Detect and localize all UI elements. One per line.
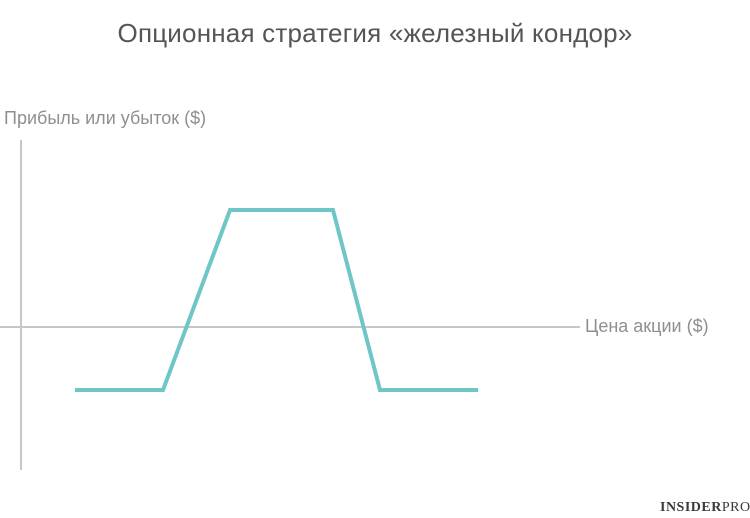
watermark-bold: INSIDER xyxy=(660,500,722,515)
watermark-light: PRO xyxy=(722,500,750,515)
watermark: INSIDERPRO xyxy=(660,500,750,516)
payoff-line xyxy=(75,210,478,390)
chart-canvas xyxy=(0,0,750,518)
